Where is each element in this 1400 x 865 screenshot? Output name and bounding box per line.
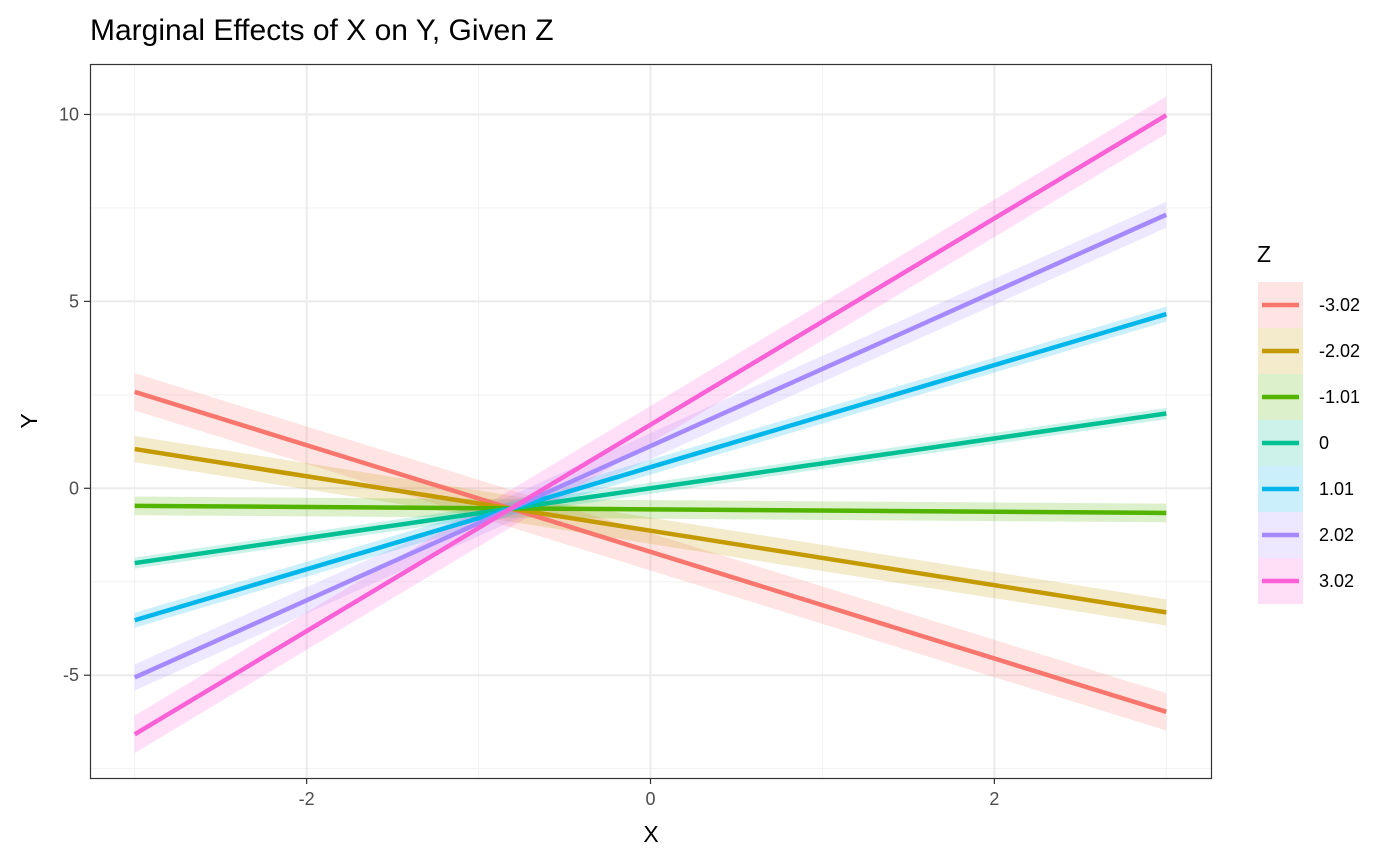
legend-item: 3.02 — [1258, 558, 1354, 604]
line-series-4 — [134, 311, 1167, 623]
x-tick-label: 2 — [989, 789, 999, 809]
legend-item: -1.01 — [1258, 374, 1360, 420]
legend-label: -3.02 — [1319, 295, 1360, 315]
line-series-0 — [134, 389, 1167, 714]
legend: Z -3.02 -2.02 -1.01 0 1.01 2.02 3.02 — [1257, 241, 1360, 604]
y-tick-label: -5 — [63, 665, 79, 685]
legend-item: 2.02 — [1258, 512, 1354, 558]
legend-item: 1.01 — [1258, 466, 1354, 512]
x-tick-label: -2 — [299, 789, 315, 809]
legend-label: 3.02 — [1319, 571, 1354, 591]
legend-label: 0 — [1319, 433, 1329, 453]
legend-label: 2.02 — [1319, 525, 1354, 545]
x-axis-title: X — [643, 821, 658, 847]
x-tick-label: 0 — [645, 789, 655, 809]
y-tick-label: 0 — [69, 478, 79, 498]
y-tick-label: 10 — [59, 104, 79, 124]
series-lines — [133, 113, 1168, 737]
line-series-2 — [134, 503, 1167, 516]
axes: -2 0 2 -5 0 5 10 — [59, 104, 999, 809]
legend-item: -3.02 — [1258, 282, 1360, 328]
line-series-3 — [134, 411, 1167, 566]
legend-label: -2.02 — [1319, 341, 1360, 361]
legend-item: -2.02 — [1258, 328, 1360, 374]
y-axis-title: Y — [16, 413, 42, 428]
legend-item: 0 — [1258, 420, 1329, 466]
legend-label: 1.01 — [1319, 479, 1354, 499]
line-series-5 — [133, 212, 1168, 680]
y-tick-label: 5 — [69, 291, 79, 311]
line-series-6 — [133, 113, 1168, 737]
chart-title: Marginal Effects of X on Y, Given Z — [90, 14, 554, 47]
line-series-1 — [134, 446, 1167, 615]
legend-label: -1.01 — [1319, 387, 1360, 407]
legend-title: Z — [1257, 241, 1271, 267]
